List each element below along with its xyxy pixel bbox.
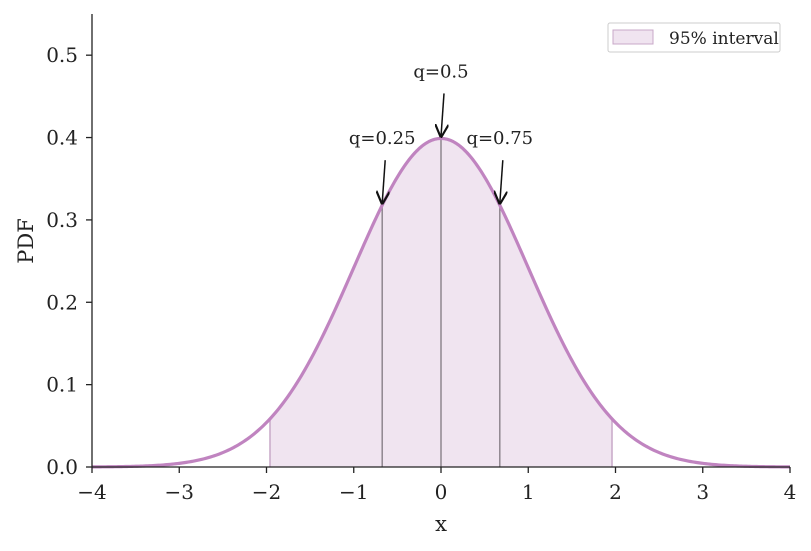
y-tick-label: 0.0 [46,455,78,479]
x-axis-label: x [435,512,447,536]
x-tick-label: 2 [609,480,622,504]
y-tick-label: 0.3 [46,208,78,232]
y-ticks: 0.0 0.1 0.2 0.3 0.4 0.5 [46,43,92,479]
x-tick-label: 0 [435,480,448,504]
quantile-annotations: q=0.25 q=0.5 q=0.75 [349,61,533,203]
legend: 95% interval [607,22,781,53]
quantile-arrow [382,160,385,203]
quantile-arrow [441,93,444,136]
quantile-label: q=0.5 [413,61,468,82]
x-tick-label: −2 [252,480,281,504]
quantile-lines [381,138,501,467]
pdf-curve-group [91,136,791,469]
y-axis-label: PDF [14,218,38,264]
x-tick-label: 4 [784,480,797,504]
x-tick-label: −3 [165,480,194,504]
legend-swatch [612,29,654,45]
quantile-arrow [500,160,503,203]
x-tick-label: 1 [522,480,535,504]
x-tick-label: −1 [339,480,368,504]
y-tick-label: 0.4 [46,126,78,150]
x-tick-label: −4 [77,480,106,504]
x-tick-label: 3 [696,480,709,504]
y-tick-label: 0.2 [46,290,78,314]
legend-label: 95% interval [669,29,779,49]
quantile-label: q=0.75 [466,128,533,149]
y-tick-label: 0.5 [46,43,78,67]
quantile-label: q=0.25 [349,128,416,149]
y-tick-label: 0.1 [46,373,78,397]
x-ticks: −4 −3 −2 −1 0 1 2 3 4 [77,467,796,504]
pdf-curve [91,136,791,469]
